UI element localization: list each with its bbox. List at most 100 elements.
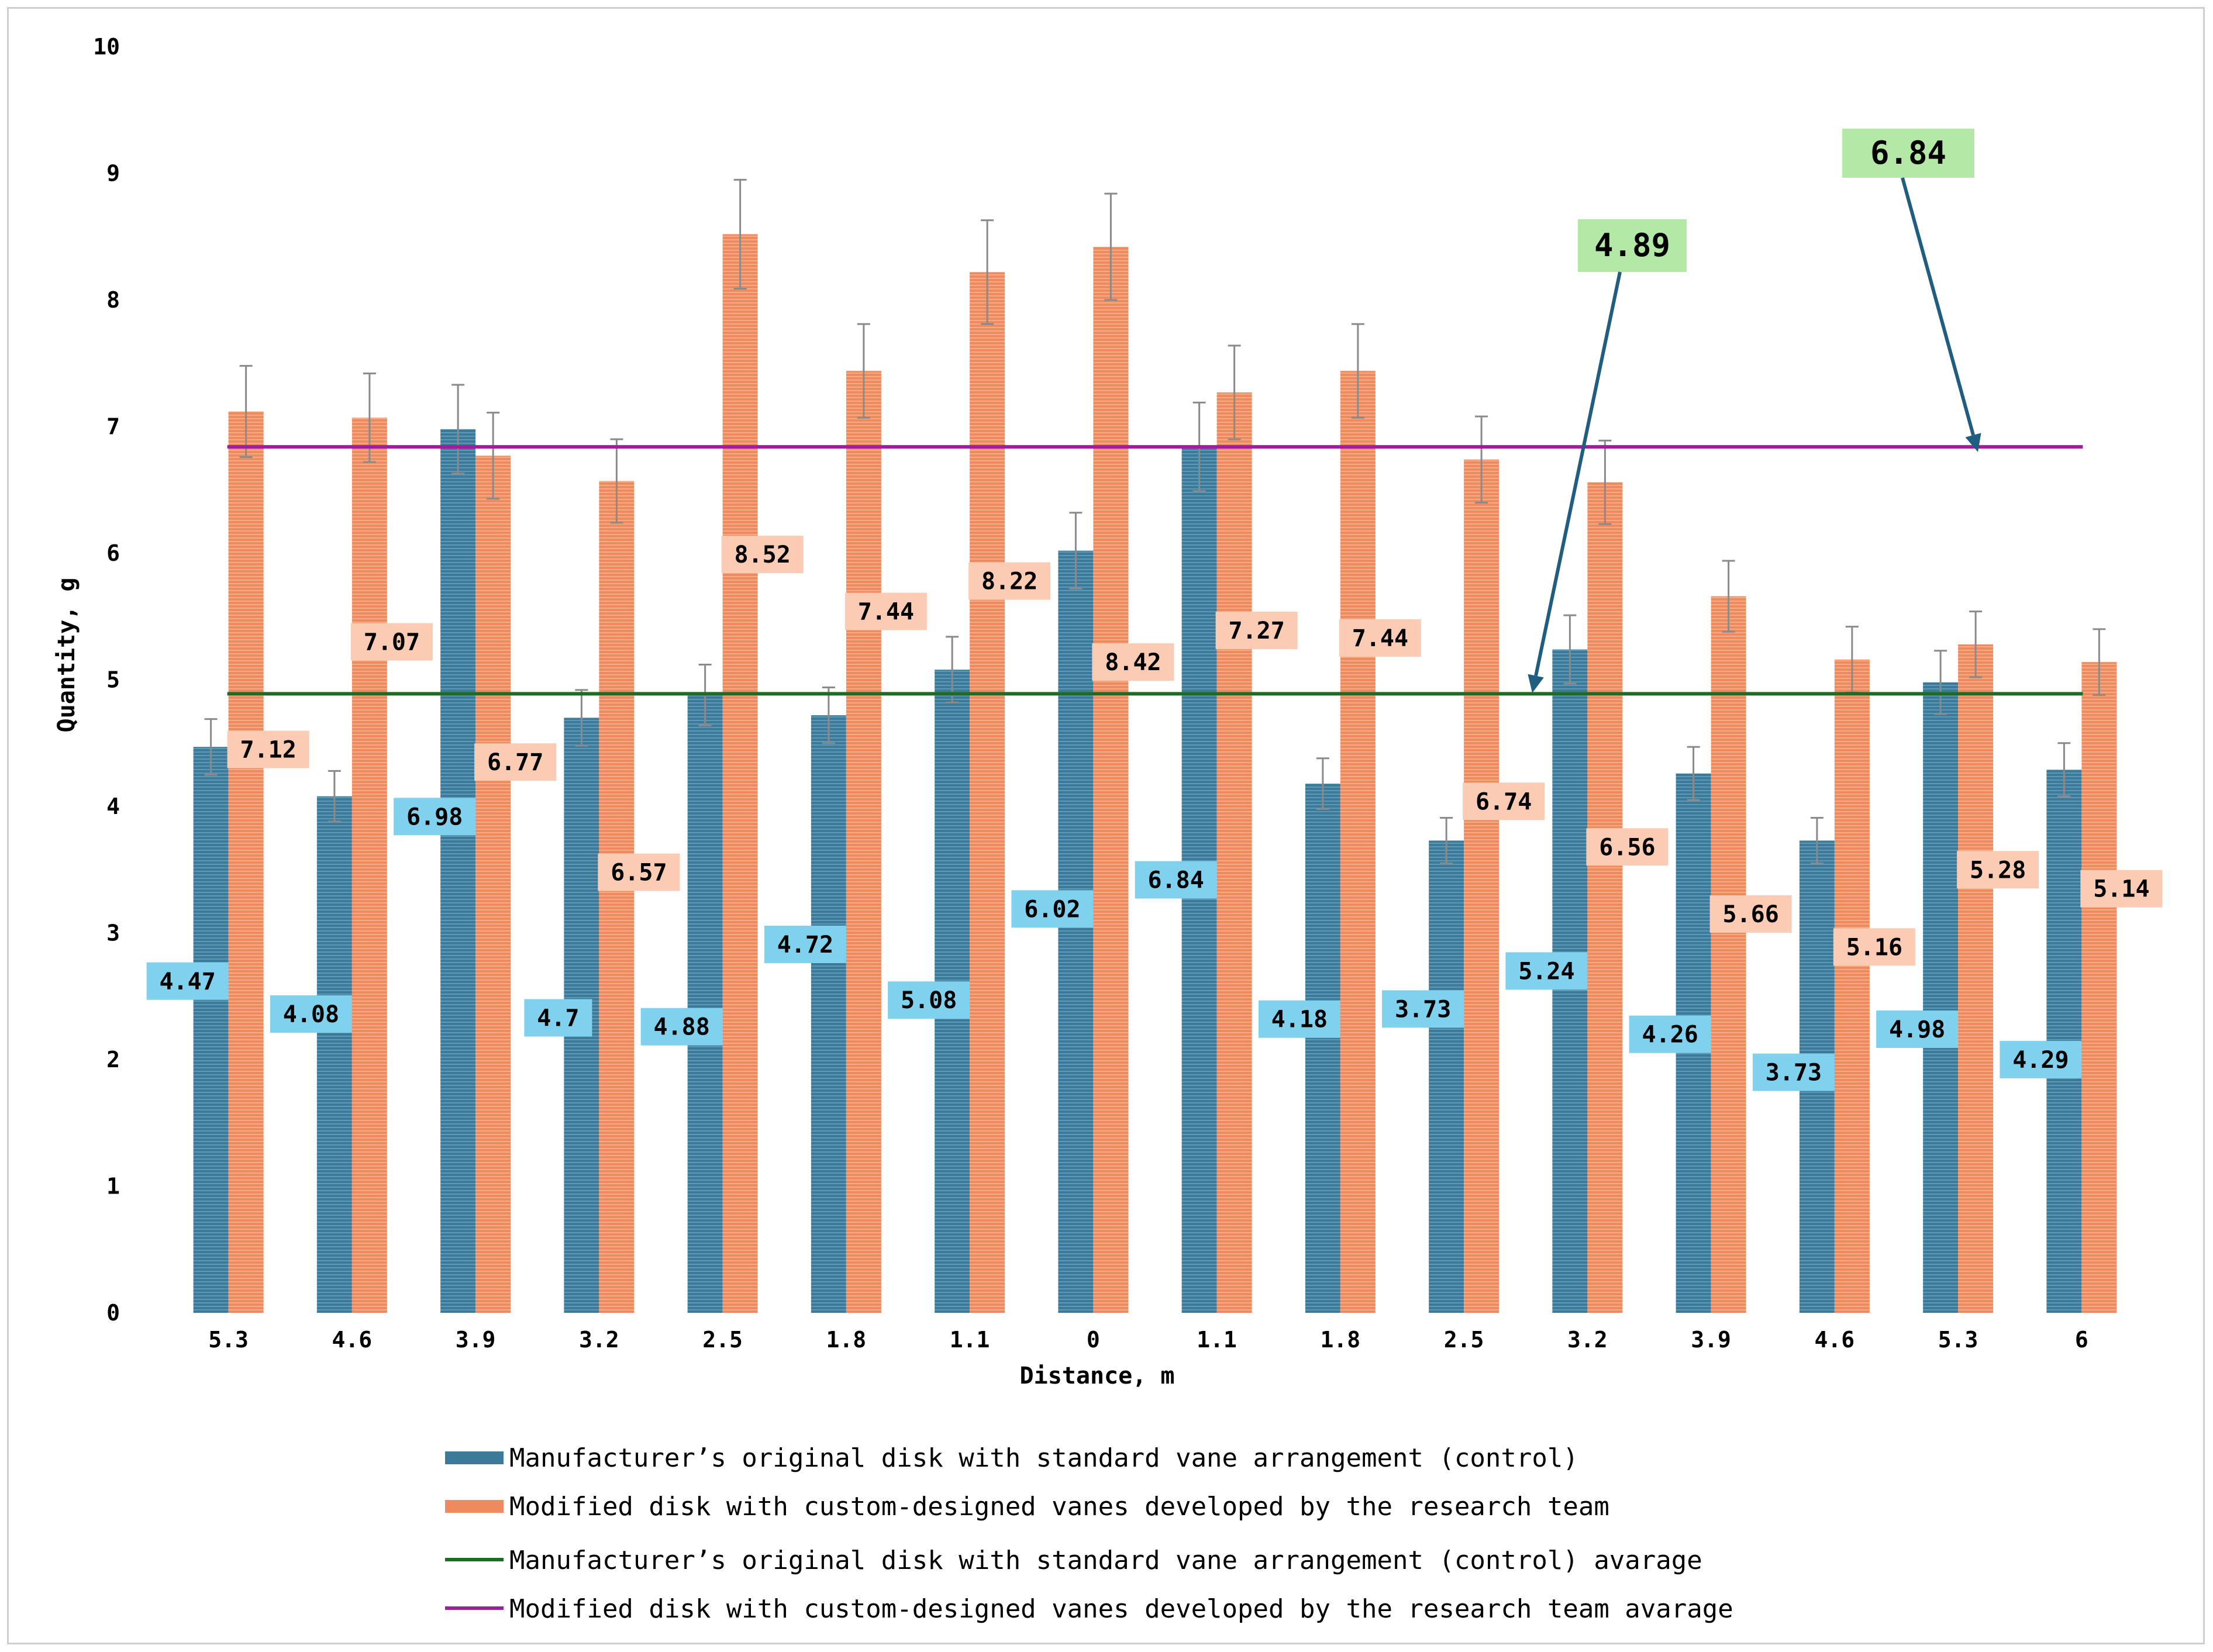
data-label-bg-modified	[1833, 928, 1915, 966]
bar-control	[316, 796, 352, 1313]
data-label-control: 4.7	[537, 1005, 579, 1032]
data-label-bg-modified	[1339, 619, 1421, 657]
bar-modified	[1093, 247, 1129, 1313]
bar-modified	[1711, 596, 1746, 1313]
legend: Manufacturer’s original disk with standa…	[445, 1443, 1733, 1624]
data-label-control: 6.84	[1147, 867, 1204, 894]
data-label-bg-control	[1258, 1000, 1340, 1038]
x-tick-label: 1.8	[1321, 1327, 1361, 1353]
data-label-bg-modified	[721, 536, 804, 574]
data-label-control: 4.29	[2012, 1047, 2069, 1074]
data-label-modified: 5.16	[1846, 934, 1902, 961]
callout-value-modified-average: 6.84	[1870, 134, 1946, 171]
data-label-bg-control	[1876, 1010, 1959, 1049]
bar-modified	[228, 411, 264, 1313]
data-label-bg-modified	[968, 562, 1051, 600]
callout-arrowhead-modified-average	[1965, 433, 1981, 452]
x-axis-ticks: 5.3 4.6 3.9 3.2 2.5 1.8 1.1 0 1.1 1.8 2.5 3.2 3.9 4.6…	[208, 1327, 2088, 1353]
x-tick-label: 5.3	[208, 1327, 249, 1353]
data-label-control: 4.08	[283, 1001, 339, 1028]
x-tick-label: 1.8	[826, 1327, 867, 1353]
x-axis-title: Distance, m	[1020, 1363, 1175, 1389]
x-tick-label: 3.2	[579, 1327, 619, 1353]
bar-control	[440, 429, 476, 1313]
data-label-control: 6.98	[406, 803, 463, 830]
data-label-modified: 5.28	[1970, 857, 2026, 884]
data-label-modified: 7.44	[858, 599, 914, 626]
data-label-control: 4.18	[1271, 1006, 1328, 1033]
y-tick-label: 7	[106, 414, 120, 440]
data-label-control: 4.88	[653, 1014, 709, 1041]
data-label-control: 3.73	[1395, 996, 1451, 1023]
data-label-control: 5.24	[1518, 958, 1574, 985]
data-label-modified: 8.52	[734, 542, 790, 568]
data-label-bg-modified	[1586, 828, 1669, 866]
data-label-control: 5.08	[901, 987, 957, 1014]
data-label-modified: 6.77	[487, 749, 543, 776]
data-label-bg-modified	[2080, 870, 2163, 908]
data-label-bg-control	[888, 981, 970, 1019]
legend-swatch-modified	[445, 1500, 504, 1513]
data-label-bg-control	[1135, 861, 1217, 899]
bar-modified	[1340, 371, 1376, 1313]
data-label-bg-control	[764, 925, 846, 963]
average-callouts-layer: 4.89 6.84	[1528, 129, 1981, 693]
legend-label-modified: Modified disk with custom-designed vanes…	[509, 1492, 1609, 1522]
y-tick-label: 9	[106, 161, 120, 187]
data-label-bg-control	[146, 962, 229, 1000]
data-label-modified: 8.42	[1105, 649, 1161, 676]
bar-modified	[846, 371, 881, 1313]
bar-modified	[1464, 459, 1500, 1313]
data-label-modified: 5.66	[1722, 901, 1778, 928]
data-label-bg-control	[270, 995, 352, 1033]
bar-control	[1305, 784, 1340, 1313]
x-tick-label: 6	[2075, 1327, 2088, 1353]
x-tick-label: 1.1	[1197, 1327, 1237, 1353]
bar-control	[1923, 682, 1959, 1313]
data-label-bg-modified	[474, 743, 557, 781]
x-tick-label: 3.9	[1691, 1327, 1731, 1353]
callout-box-control-average	[1578, 219, 1687, 272]
x-tick-label: 0	[1087, 1327, 1100, 1353]
data-label-bg-modified	[598, 853, 680, 891]
callout-arrow-control-average	[1534, 271, 1622, 677]
x-tick-label: 2.5	[1444, 1327, 1484, 1353]
data-label-bg-modified	[1215, 612, 1298, 650]
x-tick-label: 1.1	[950, 1327, 990, 1353]
bar-modified	[1958, 644, 1994, 1313]
x-tick-label: 2.5	[702, 1327, 743, 1353]
chart-svg: 0 1 2 3 4 5 6 7 8 9 10 5.3 4.6 3.9 3.2 2.5 1.8 1.1 0 1.1 1.…	[53, 34, 2163, 1624]
data-label-modified: 7.44	[1352, 625, 1408, 652]
data-label-modified: 7.07	[364, 629, 420, 656]
data-label-bg-control	[394, 798, 476, 836]
y-tick-label: 8	[106, 287, 120, 313]
data-label-modified: 8.22	[981, 568, 1037, 595]
y-tick-label: 1	[106, 1174, 120, 1199]
data-label-bg-modified	[844, 592, 927, 630]
callout-box-modified-average	[1842, 129, 1974, 178]
x-tick-label: 5.3	[1938, 1327, 1978, 1353]
y-tick-label: 5	[106, 667, 120, 693]
y-tick-label: 10	[93, 34, 120, 60]
data-label-modified: 7.27	[1228, 618, 1284, 644]
y-tick-label: 2	[106, 1047, 120, 1072]
average-lines-layer	[227, 445, 2083, 696]
legend-swatch-control	[445, 1451, 504, 1464]
bar-modified	[1216, 392, 1252, 1313]
data-label-control: 4.47	[159, 968, 215, 995]
x-tick-label: 4.6	[1815, 1327, 1855, 1353]
bar-modified	[475, 456, 511, 1313]
bar-control	[687, 695, 723, 1313]
bar-modified	[970, 272, 1005, 1313]
data-label-bg-modified	[1092, 643, 1174, 681]
data-label-bg-modified	[350, 623, 433, 661]
x-tick-label: 4.6	[332, 1327, 373, 1353]
y-tick-label: 6	[106, 540, 120, 566]
data-label-modified: 7.12	[240, 737, 296, 764]
bar-modified	[351, 418, 387, 1313]
data-label-modified: 6.74	[1476, 788, 1532, 815]
legend-label-control: Manufacturer’s original disk with standa…	[509, 1443, 1578, 1473]
data-label-modified: 6.57	[611, 860, 667, 887]
data-label-bg-control	[1505, 952, 1588, 990]
data-label-bg-modified	[1957, 851, 2039, 889]
